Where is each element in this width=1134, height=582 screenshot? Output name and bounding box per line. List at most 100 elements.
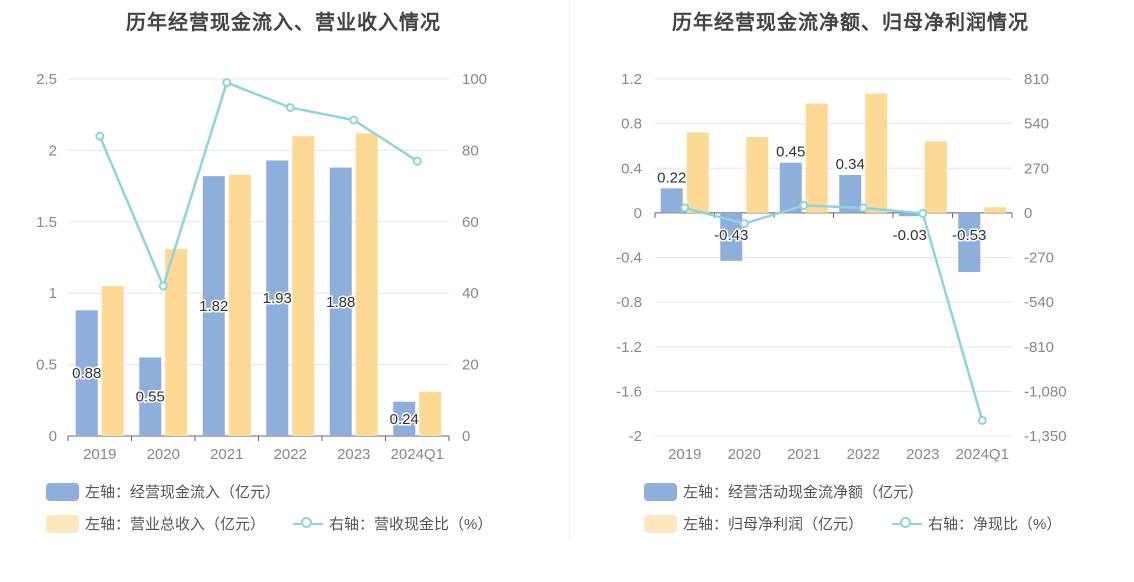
bar-series-2 — [419, 391, 442, 436]
y-tick-label-left: 0.8 — [621, 116, 642, 133]
line-point — [158, 281, 168, 291]
legend-item-revenue[interactable]: 左轴：营业总收入（亿元） — [46, 513, 265, 534]
legend-swatch — [46, 482, 79, 501]
y-tick-label-left: 0.5 — [36, 357, 57, 374]
y-tick-label-left: 1.2 — [621, 71, 642, 88]
y-tick-label-left: -0.8 — [616, 294, 642, 311]
y-tick-label-left: 1.5 — [36, 214, 57, 231]
y-tick-label-right: -810 — [1024, 339, 1054, 356]
legend-label: 右轴：营收现金比（%） — [329, 516, 493, 533]
bar-series-1 — [329, 167, 352, 436]
divider — [569, 0, 570, 540]
y-tick-label-right: -1,080 — [1024, 383, 1067, 400]
legend-item-netprofit[interactable]: 左轴：归母净利润（亿元） — [644, 513, 863, 534]
y-tick-label-right: 0 — [1024, 205, 1032, 222]
bar-series-1 — [266, 160, 289, 436]
bar-series-1 — [139, 357, 162, 436]
legend-item-netratio[interactable]: 右轴：净现比（%） — [892, 513, 1061, 534]
x-tick-label: 2021 — [787, 446, 820, 463]
bar-series-1 — [779, 162, 802, 213]
x-tick-label: 2019 — [83, 446, 116, 463]
legend-item-netflow[interactable]: 左轴：经营活动现金流净额（亿元） — [644, 481, 923, 502]
line-series-3 — [684, 204, 984, 421]
y-tick-label-left: -0.4 — [616, 250, 642, 267]
legend-swatch — [644, 482, 677, 501]
bar-series-2 — [924, 141, 947, 213]
x-tick-label: 2023 — [906, 446, 939, 463]
bar-series-2 — [686, 132, 709, 213]
y-tick-label-right: 40 — [462, 285, 479, 302]
bar-series-2 — [865, 93, 888, 213]
data-label: 0.22 — [657, 169, 686, 186]
y-tick-label-left: -2 — [629, 428, 642, 445]
line-point — [918, 208, 928, 218]
line-point — [222, 78, 232, 88]
chart-title: 历年经营现金流净额、归母净利润情况 — [672, 12, 1029, 34]
legend-label: 左轴：营业总收入（亿元） — [85, 516, 266, 533]
bar-series-2 — [805, 103, 828, 213]
y-tick-label-right: -540 — [1024, 294, 1054, 311]
x-tick-label: 2021 — [210, 446, 243, 463]
line-point — [412, 156, 422, 166]
bar-series-2 — [292, 136, 315, 436]
bar-series-2 — [355, 133, 378, 437]
y-tick-label-right: 0 — [462, 428, 470, 445]
bar-series-2 — [228, 174, 251, 436]
line-point — [349, 115, 359, 125]
line-point — [285, 103, 295, 113]
x-tick-label: 2022 — [274, 446, 307, 463]
legend-label: 左轴：归母净利润（亿元） — [683, 516, 864, 533]
y-tick-label-right: 20 — [462, 357, 479, 374]
data-label: 0.45 — [776, 144, 805, 161]
y-tick-label-right: 540 — [1024, 116, 1049, 133]
line-point — [680, 203, 690, 213]
legend-swatch — [46, 514, 79, 533]
legend-item-ratio[interactable]: 右轴：营收现金比（%） — [293, 513, 492, 534]
y-tick-label-left: -1.6 — [616, 383, 642, 400]
line-point — [799, 200, 809, 210]
x-tick-label: 2022 — [847, 446, 880, 463]
bar-series-1 — [958, 212, 981, 273]
y-tick-label-left: 0 — [49, 428, 57, 445]
bar-series-1 — [75, 310, 98, 436]
legend-swatch — [644, 514, 677, 533]
bar-series-1 — [720, 212, 743, 261]
y-tick-label-left: 1 — [49, 285, 57, 302]
bar-series-2 — [746, 137, 769, 213]
data-label: 0.24 — [390, 411, 419, 428]
bar-series-2 — [101, 286, 124, 436]
line-point — [977, 415, 987, 425]
y-tick-label-right: 80 — [462, 142, 479, 159]
y-tick-label-right: 270 — [1024, 160, 1049, 177]
bar-series-1 — [202, 176, 225, 436]
y-tick-label-left: 0.4 — [621, 160, 642, 177]
line-point — [739, 219, 749, 229]
chart-panel-right: 历年经营现金流净额、归母净利润情况 1.2 810 0.8 540 0.4 270 0 0 -0… — [567, 0, 1134, 582]
x-tick-label: 2020 — [147, 446, 180, 463]
bar-series-1 — [660, 188, 683, 213]
data-label: 1.93 — [263, 290, 292, 307]
y-tick-label-right: 100 — [462, 71, 487, 88]
legend-label: 左轴：经营现金流入（亿元） — [85, 484, 281, 501]
chart-right: 1.2 810 0.8 540 0.4 270 0 0 -0.4 -270 -0.8 -540 -1.2… — [616, 71, 1067, 463]
legend-line-swatch — [892, 515, 922, 533]
y-tick-label-right: -1,350 — [1024, 428, 1067, 445]
legend-label: 左轴：经营活动现金流净额（亿元） — [683, 484, 924, 501]
legend-label: 右轴：净现比（%） — [928, 516, 1062, 533]
bar-series-1 — [898, 212, 921, 217]
x-tick-label: 2019 — [668, 446, 701, 463]
y-tick-label-left: 2 — [49, 142, 57, 159]
chart-title: 历年经营现金流入、营业收入情况 — [126, 12, 441, 34]
data-label: 0.88 — [72, 365, 101, 382]
line-point — [95, 131, 105, 141]
y-tick-label-left: 0 — [634, 205, 642, 222]
bar-series-2 — [984, 207, 1007, 213]
x-tick-label: 2023 — [337, 446, 370, 463]
chart-panel-left: 历年经营现金流入、营业收入情况 2.5 100 2 80 1.5 60 1 40 0.5 20 0 0… — [36, 12, 492, 534]
legend-item-inflow[interactable]: 左轴：经营现金流入（亿元） — [46, 481, 280, 502]
x-tick-label: 2020 — [728, 446, 761, 463]
chart-left: 2.5 100 2 80 1.5 60 1 40 0.5 20 0 0 2019 2020 2021 2022… — [36, 71, 487, 463]
data-label: 1.88 — [326, 294, 355, 311]
bar-series-1 — [393, 401, 416, 436]
line-series-3 — [98, 80, 418, 290]
